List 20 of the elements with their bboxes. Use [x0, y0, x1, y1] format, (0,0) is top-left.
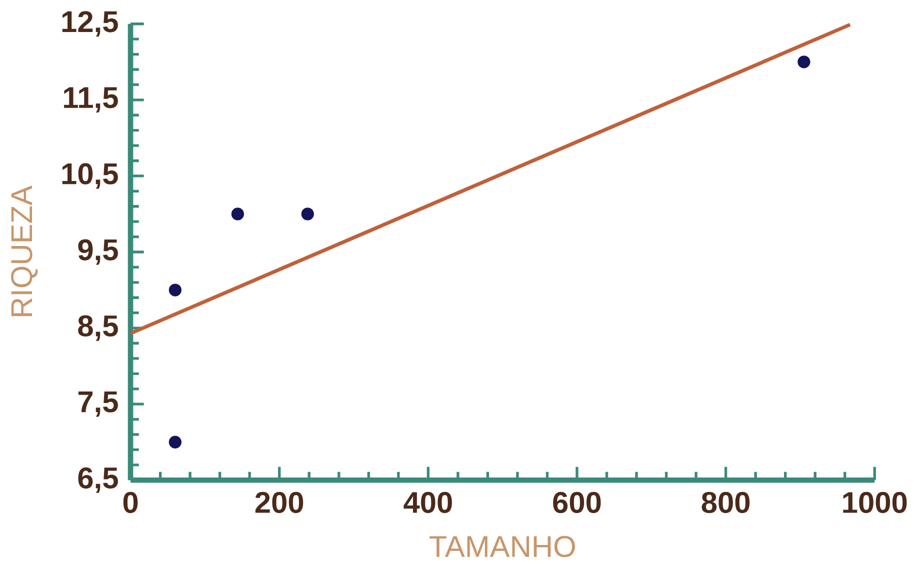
y-axis-title: RIQUEZA: [11, 185, 38, 316]
x-axis-title: TAMANHO: [430, 536, 575, 558]
point: [301, 208, 314, 220]
x-tick-label: 0: [123, 492, 138, 514]
x-tick-label: 200: [255, 492, 304, 514]
y-tick-label: 12,5: [62, 10, 118, 37]
x-tick-label: 400: [404, 492, 452, 514]
y-tick-label: 7,5: [78, 391, 118, 417]
y-tick-label: 8,5: [78, 315, 118, 341]
x-tick-label: 800: [702, 492, 750, 514]
y-tick-label: 6,5: [78, 467, 118, 493]
x-tick-label: 1000: [843, 492, 907, 514]
x-tick-label: 600: [553, 492, 601, 514]
point: [798, 55, 810, 68]
point: [231, 208, 244, 220]
y-tick-label: 11,5: [64, 87, 118, 112]
point: [168, 284, 182, 296]
y-tick-label: 9,5: [78, 239, 118, 265]
y-tick-label: 10,5: [62, 163, 118, 189]
point: [168, 436, 182, 448]
